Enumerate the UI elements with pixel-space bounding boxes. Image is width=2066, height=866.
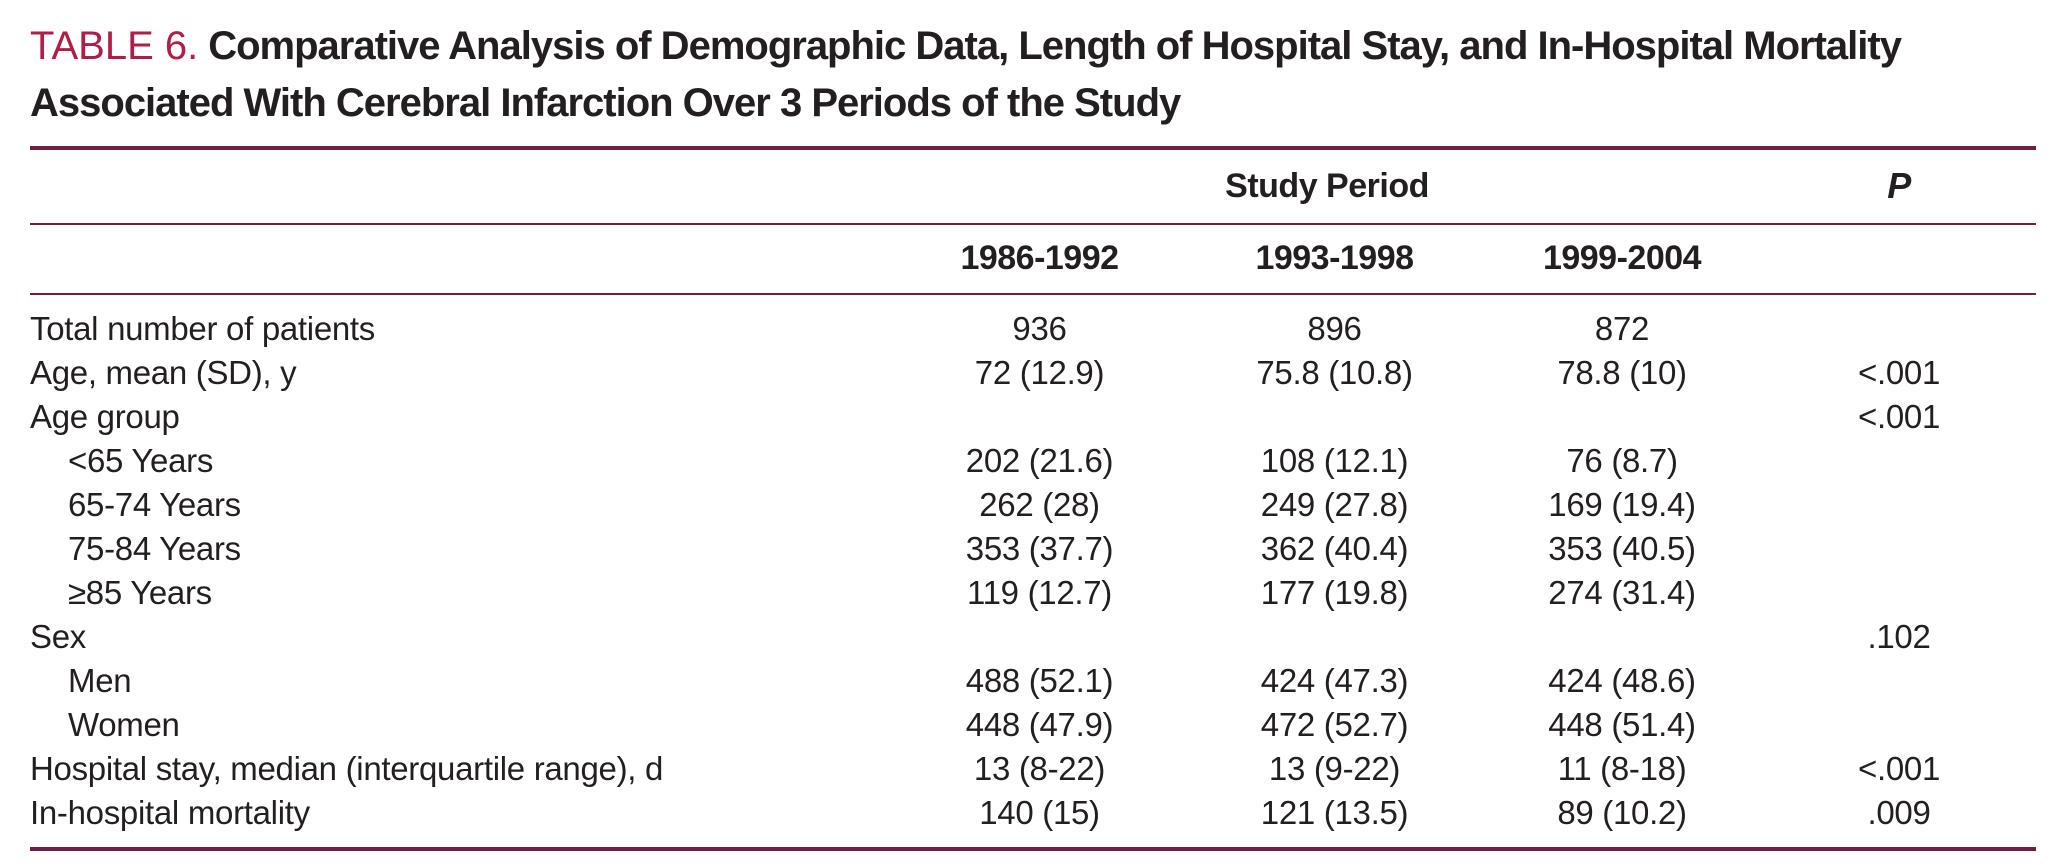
cell-value — [1187, 615, 1482, 659]
row-label: 65-74 Years — [68, 485, 241, 523]
study-period-header: Study Period — [1225, 166, 1429, 205]
cell-value: 169 (19.4) — [1548, 485, 1696, 523]
row-label: Age, mean (SD), y — [30, 353, 297, 391]
cell-value: 11 (8-18) — [1557, 749, 1687, 787]
cell-value — [892, 395, 1187, 439]
table-body: Total number of patients 936 896 872 Age… — [30, 294, 2036, 849]
cell-value: 936 — [1012, 309, 1067, 347]
cell-value: 353 (40.5) — [1548, 529, 1696, 567]
table-row: Age, mean (SD), y 72 (12.9) 75.8 (10.8) … — [30, 351, 2036, 395]
cell-value: 353 (37.7) — [965, 529, 1114, 567]
title-line-1: TABLE 6. Comparative Analysis of Demograp… — [30, 18, 2036, 75]
cell-value: 424 (48.6) — [1548, 661, 1696, 699]
p-value: <.001 — [1858, 353, 1941, 391]
cell-value: 140 (15) — [979, 793, 1100, 831]
p-value: .009 — [1867, 793, 1931, 831]
cell-value: 424 (47.3) — [1260, 661, 1409, 699]
group-header-row: Study Period P — [30, 147, 2037, 224]
cell-value: 448 (51.4) — [1548, 705, 1696, 743]
period-header-row: 1986-1992 1993-1998 1999-2004 — [30, 224, 2037, 294]
cell-value: 13 (9-22) — [1268, 749, 1401, 787]
cell-value: 177 (19.8) — [1260, 573, 1409, 611]
cell-value: 76 (8.7) — [1566, 441, 1678, 479]
p-value — [1762, 571, 2036, 615]
p-value: <.001 — [1858, 749, 1941, 787]
table-row: Women 448 (47.9) 472 (52.7) 448 (51.4) — [30, 703, 2036, 747]
p-value: <.001 — [1858, 397, 1941, 435]
cell-value: 202 (21.6) — [965, 441, 1114, 479]
cell-value: 75.8 (10.8) — [1256, 353, 1413, 391]
empty-header-cell — [30, 224, 892, 294]
row-label: <65 Years — [68, 441, 214, 479]
table-row: Hospital stay, median (interquartile ran… — [30, 747, 2036, 791]
row-label: Age group — [30, 397, 180, 435]
cell-value: 448 (47.9) — [965, 705, 1114, 743]
cell-value: 78.8 (10) — [1557, 353, 1687, 391]
table-row: 75-84 Years 353 (37.7) 362 (40.4) 353 (4… — [30, 527, 2036, 571]
row-label: Men — [68, 661, 132, 699]
cell-value: 121 (13.5) — [1260, 793, 1409, 831]
p-value — [1762, 527, 2036, 571]
p-value: .102 — [1867, 617, 1931, 655]
cell-value: 488 (52.1) — [965, 661, 1114, 699]
p-value-header: P — [1887, 165, 1911, 207]
row-label: 75-84 Years — [68, 529, 241, 567]
cell-value: 108 (12.1) — [1260, 441, 1409, 479]
cell-value: 274 (31.4) — [1548, 573, 1696, 611]
row-label: Women — [68, 705, 180, 743]
cell-value — [892, 615, 1187, 659]
table-row: <65 Years 202 (21.6) 108 (12.1) 76 (8.7) — [30, 439, 2036, 483]
cell-value — [1482, 615, 1762, 659]
empty-header-cell — [1762, 224, 2036, 294]
table-row: Sex .102 — [30, 615, 2036, 659]
table-row: Age group <.001 — [30, 395, 2036, 439]
table-row: Men 488 (52.1) 424 (47.3) 424 (48.6) — [30, 659, 2036, 703]
table-header: Study Period P 1986-1992 1993-1998 1999-… — [30, 147, 2037, 294]
cell-value — [1482, 395, 1762, 439]
period-column-header: 1986-1992 — [960, 239, 1119, 278]
cell-value: 119 (12.7) — [967, 573, 1112, 611]
p-value — [1762, 483, 2036, 527]
cell-value: 13 (8-22) — [973, 749, 1106, 787]
table-row: ≥85 Years 119 (12.7) 177 (19.8) 274 (31.… — [30, 571, 2036, 615]
row-label: ≥85 Years — [68, 573, 212, 611]
cell-value: 896 — [1307, 309, 1362, 347]
cell-value: 262 (28) — [979, 485, 1100, 523]
row-label: Sex — [30, 617, 86, 655]
empty-header-cell — [30, 148, 892, 224]
cell-value: 72 (12.9) — [974, 353, 1105, 391]
p-value — [1762, 659, 2036, 703]
row-label: Total number of patients — [30, 309, 376, 347]
cell-value — [1187, 395, 1482, 439]
table-row: In-hospital mortality 140 (15) 121 (13.5… — [30, 791, 2036, 849]
p-value — [1762, 703, 2036, 747]
row-label: In-hospital mortality — [30, 793, 310, 831]
period-column-header: 1999-2004 — [1542, 239, 1702, 278]
table-row: Total number of patients 936 896 872 — [30, 294, 2036, 351]
p-value — [1762, 294, 2036, 351]
cell-value: 872 — [1594, 309, 1650, 347]
demographics-table: Study Period P 1986-1992 1993-1998 1999-… — [30, 146, 2037, 851]
title-text-1: Comparative Analysis of Demographic Data… — [208, 24, 1902, 68]
cell-value: 249 (27.8) — [1260, 485, 1409, 523]
title-line-2: Associated With Cerebral Infarction Over… — [30, 80, 1181, 125]
cell-value: 472 (52.7) — [1260, 705, 1409, 743]
table-row: 65-74 Years 262 (28) 249 (27.8) 169 (19.… — [30, 483, 2036, 527]
cell-value: 362 (40.4) — [1260, 529, 1409, 567]
p-value — [1762, 439, 2036, 483]
table-title: TABLE 6. Comparative Analysis of Demograp… — [30, 18, 2036, 132]
period-column-header: 1993-1998 — [1255, 239, 1414, 278]
cell-value: 89 (10.2) — [1557, 793, 1687, 831]
row-label: Hospital stay, median (interquartile ran… — [30, 749, 664, 787]
table-number-label: TABLE 6. — [30, 24, 199, 68]
